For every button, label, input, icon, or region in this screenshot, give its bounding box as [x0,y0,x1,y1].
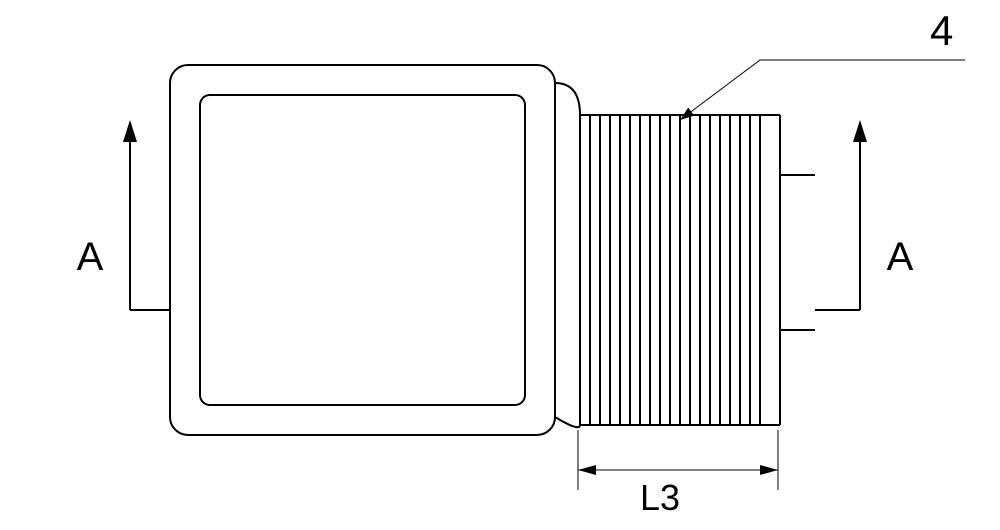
callout-4-label: 4 [930,7,953,54]
technical-diagram: A A 4 L3 [0,0,1000,530]
callout-4: 4 [680,7,965,120]
bottom-connection-curve [555,417,580,427]
top-connection-curve [555,83,580,115]
inner-frame [200,95,525,405]
fin-block [580,115,760,425]
section-label-a-left: A [77,235,104,279]
dimension-l3-label: L3 [640,477,680,518]
section-marker-a-left: A [77,120,170,310]
outer-frame [170,65,555,435]
section-marker-a-right: A [815,120,914,310]
section-label-a-right: A [887,235,914,279]
dimension-l3: L3 [578,430,778,518]
